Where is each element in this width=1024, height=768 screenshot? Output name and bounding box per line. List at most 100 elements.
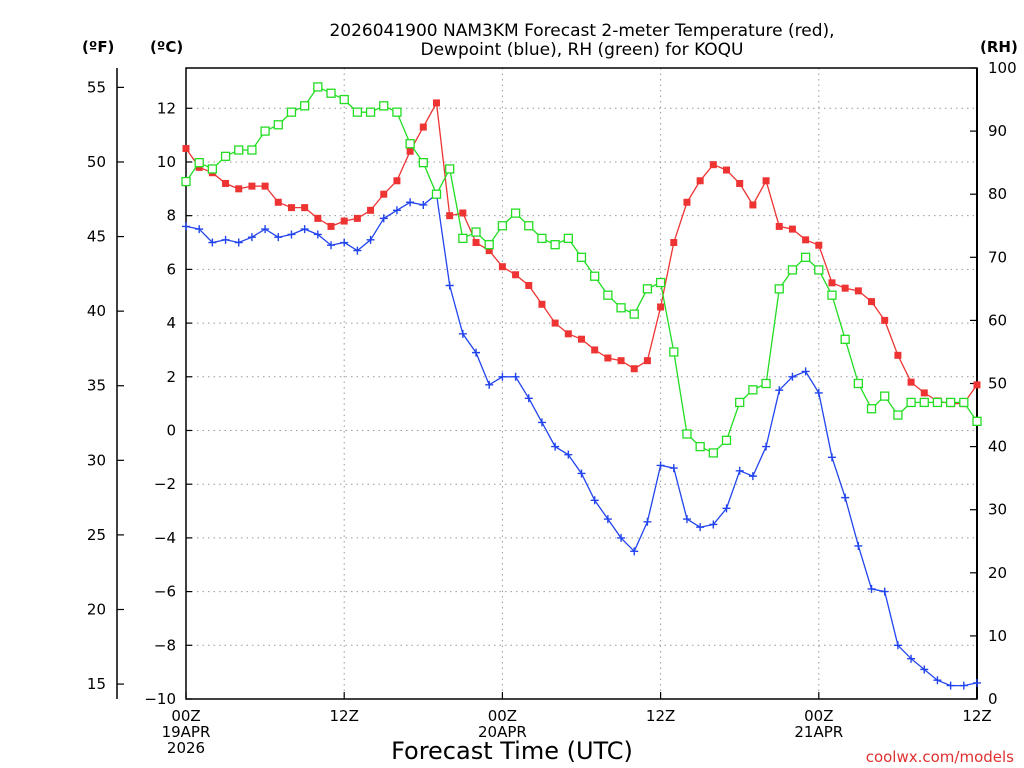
dewpoint-point: [933, 676, 942, 685]
fahrenheit-tick-label: 55: [87, 78, 106, 96]
dewpoint-point: [195, 225, 204, 234]
rh-point: [286, 107, 297, 117]
temperature-point: [775, 222, 783, 230]
temperature-point: [314, 214, 322, 222]
temperature-point: [195, 163, 203, 171]
time-tick-label: 2026: [167, 739, 205, 757]
temperature-point: [182, 145, 190, 153]
rh-point: [379, 101, 389, 111]
fahrenheit-unit-label: (ºF): [82, 38, 114, 56]
dewpoint-point: [907, 654, 916, 663]
dewpoint-point: [445, 281, 454, 290]
rh-point: [550, 240, 560, 250]
rh-point: [893, 410, 903, 420]
temperature-point: [512, 271, 520, 279]
dewpoint-point: [340, 238, 349, 247]
rh-line: [185, 86, 978, 454]
grid-lines: [186, 68, 977, 700]
dewpoint-point: [841, 493, 850, 502]
temperature-point: [894, 351, 902, 359]
dewpoint-point: [735, 466, 744, 475]
dewpoint-point: [392, 206, 401, 215]
temperature-point: [920, 389, 928, 397]
rh-point: [431, 189, 442, 199]
rh-point: [392, 107, 402, 117]
dewpoint-point: [472, 348, 481, 357]
temperature-point: [340, 217, 348, 225]
dewpoint-point: [274, 233, 283, 242]
temperature-point: [630, 365, 638, 373]
dewpoint-point: [551, 442, 560, 451]
rh-point: [207, 164, 218, 174]
fahrenheit-tick-label: 25: [87, 526, 106, 544]
temperature-point: [815, 241, 823, 249]
rh-point: [972, 416, 982, 427]
temperature-point: [868, 298, 876, 306]
dewpoint-point: [498, 372, 507, 381]
rh-point: [405, 139, 415, 149]
temperature-point: [591, 346, 599, 354]
rh-point: [181, 176, 191, 187]
dewpoint-point: [920, 665, 929, 674]
dewpoint-point: [327, 241, 336, 250]
temperature-point: [854, 287, 862, 295]
rh-point: [352, 107, 363, 117]
rh-point: [787, 265, 798, 275]
dewpoint-point: [775, 386, 784, 395]
dewpoint-point: [867, 584, 876, 593]
rh-point: [299, 101, 310, 111]
dewpoint-point: [959, 681, 968, 690]
dewpoint-point: [801, 367, 810, 376]
temperature-point: [327, 222, 335, 230]
celsius-tick-label: 8: [166, 207, 176, 225]
dewpoint-point: [353, 246, 362, 255]
rh-point: [365, 107, 376, 117]
time-tick-label: 12Z: [962, 707, 991, 725]
rh-point: [906, 397, 916, 408]
dewpoint-point: [485, 380, 494, 389]
dewpoint-point: [564, 450, 573, 459]
temperature-point: [670, 239, 678, 247]
rh-point: [339, 94, 349, 105]
credit-link[interactable]: coolwx.com/models: [866, 748, 1014, 766]
rh-tick-label: 40: [988, 438, 1007, 456]
rh-point: [576, 252, 587, 262]
dewpoint-point: [406, 198, 415, 207]
rh-point: [642, 284, 653, 294]
time-tick-label: 00Z: [488, 707, 517, 725]
time-tick-label: 20APR: [478, 723, 527, 741]
temperature-point: [578, 335, 585, 343]
temperature-point: [723, 166, 731, 174]
time-tick-label: 12Z: [646, 707, 675, 725]
temperature-point: [802, 236, 810, 244]
rh-point: [629, 309, 639, 319]
celsius-tick-label: 4: [166, 314, 176, 332]
temperature-point: [393, 177, 401, 185]
rh-point: [721, 435, 732, 445]
temperature-point: [419, 123, 427, 131]
dewpoint-point: [379, 214, 388, 223]
dewpoint-point: [669, 464, 678, 473]
rh-point: [510, 208, 521, 218]
time-tick-label: 00Z: [171, 707, 200, 725]
rh-point: [194, 157, 204, 168]
rh-point: [418, 157, 428, 168]
rh-point: [484, 240, 494, 250]
temperature-point: [446, 212, 454, 220]
temperature-point: [498, 263, 506, 271]
temperature-point: [881, 316, 889, 324]
time-tick-label: 21APR: [794, 723, 843, 741]
dewpoint-point: [577, 469, 586, 478]
dewpoint-point: [261, 225, 270, 234]
temperature-point: [485, 247, 493, 255]
dewpoint-point: [603, 515, 612, 524]
rh-point: [814, 265, 824, 275]
rh-point: [313, 82, 323, 92]
dewpoint-point: [880, 587, 889, 596]
rh-point: [326, 88, 336, 98]
temperature-point: [749, 201, 757, 209]
dewpoint-point: [630, 547, 639, 556]
rh-tick-label: 10: [988, 627, 1007, 645]
rh-point: [840, 334, 850, 344]
